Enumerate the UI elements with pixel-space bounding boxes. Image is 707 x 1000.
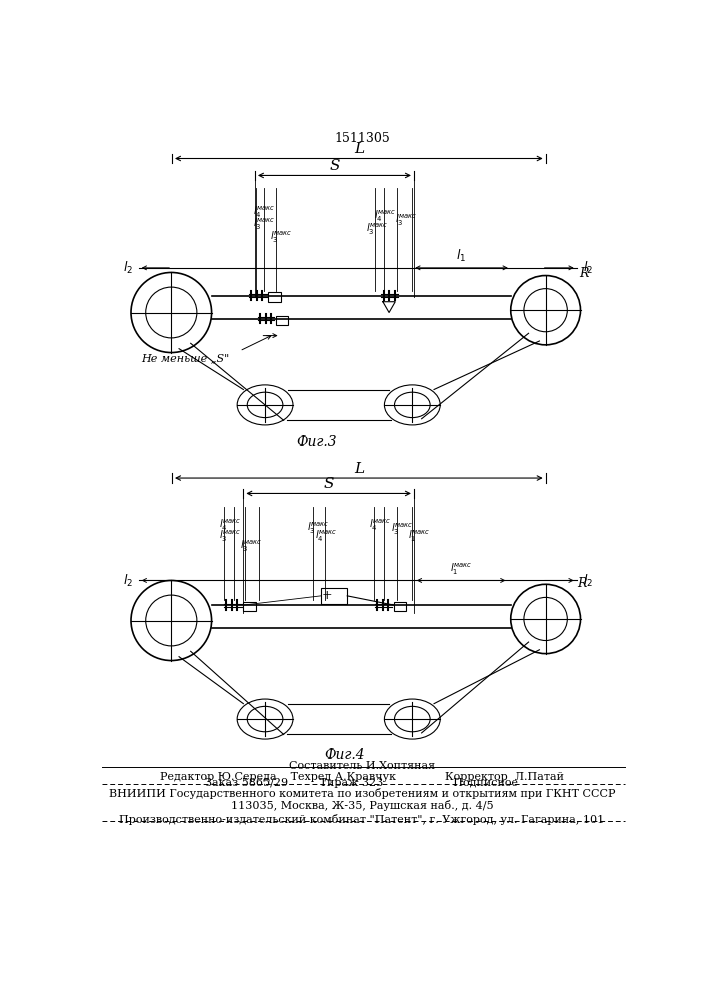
- Text: Не меньше „S": Не меньше „S": [141, 354, 229, 364]
- Text: S: S: [323, 477, 334, 491]
- Text: $l_3^{макс}$: $l_3^{макс}$: [366, 222, 388, 237]
- Text: L: L: [354, 462, 364, 476]
- Bar: [268, 292, 281, 302]
- Text: $l_2$: $l_2$: [583, 260, 593, 276]
- Text: S: S: [329, 159, 339, 173]
- Text: 113035, Москва, Ж-35, Раушская наб., д. 4/5: 113035, Москва, Ж-35, Раушская наб., д. …: [230, 800, 493, 811]
- Text: R: R: [578, 577, 587, 590]
- Text: Фиг.4: Фиг.4: [324, 748, 364, 762]
- Text: $l_4^{макс}$: $l_4^{макс}$: [315, 528, 337, 544]
- Text: $l_1$: $l_1$: [456, 248, 466, 264]
- Text: $l_1^{макс}$: $l_1^{макс}$: [450, 561, 472, 577]
- Text: Составитель И.Хоптяная: Составитель И.Хоптяная: [289, 761, 435, 771]
- Text: $l_2$: $l_2$: [123, 260, 134, 276]
- Bar: [276, 316, 288, 325]
- Bar: [394, 602, 406, 611]
- Text: $l_3^{макс}$: $l_3^{макс}$: [395, 212, 417, 228]
- Text: $l_4^{макс}$: $l_4^{макс}$: [253, 205, 276, 220]
- Text: $l_4^{макс}$: $l_4^{макс}$: [369, 517, 392, 533]
- Text: $l_3^{макс}$: $l_3^{макс}$: [307, 520, 329, 536]
- Text: $l_1^{макс}$: $l_1^{макс}$: [409, 528, 431, 544]
- Text: ВНИИПИ Государственного комитета по изобретениям и открытиям при ГКНТ СССР: ВНИИПИ Государственного комитета по изоб…: [109, 788, 615, 799]
- Bar: [321, 588, 347, 604]
- Text: $l_2$: $l_2$: [123, 572, 134, 589]
- Text: Фиг.3: Фиг.3: [297, 435, 337, 449]
- Text: $l_4^{макс}$: $l_4^{макс}$: [218, 517, 241, 533]
- Text: $l_2$: $l_2$: [583, 572, 593, 589]
- Text: $l_3^{макс}$: $l_3^{макс}$: [253, 216, 276, 232]
- Text: $l_3^{макс}$: $l_3^{макс}$: [240, 538, 263, 554]
- Text: Заказ 5865/29         Тираж 323                    Подписное: Заказ 5865/29 Тираж 323 Подписное: [206, 778, 518, 788]
- Text: Производственно-издательский комбинат "Патент", г. Ужгород, ул. Гагарина, 101: Производственно-издательский комбинат "П…: [119, 814, 604, 825]
- Text: $l_3^{макс}$: $l_3^{макс}$: [391, 522, 413, 537]
- Text: $l_3^{макс}$: $l_3^{макс}$: [271, 229, 293, 245]
- Text: L: L: [354, 142, 364, 156]
- Text: 1511305: 1511305: [334, 132, 390, 145]
- Bar: [243, 602, 256, 611]
- Text: Редактор Ю.Середа    Техред А.Кравчук              Корректор  Л.Патай: Редактор Ю.Середа Техред А.Кравчук Корре…: [160, 772, 564, 782]
- Text: $l_3^{макс}$: $l_3^{макс}$: [218, 528, 241, 544]
- Text: R: R: [579, 267, 588, 280]
- Text: +: +: [322, 589, 332, 602]
- Text: $l_4^{макс}$: $l_4^{макс}$: [373, 209, 396, 224]
